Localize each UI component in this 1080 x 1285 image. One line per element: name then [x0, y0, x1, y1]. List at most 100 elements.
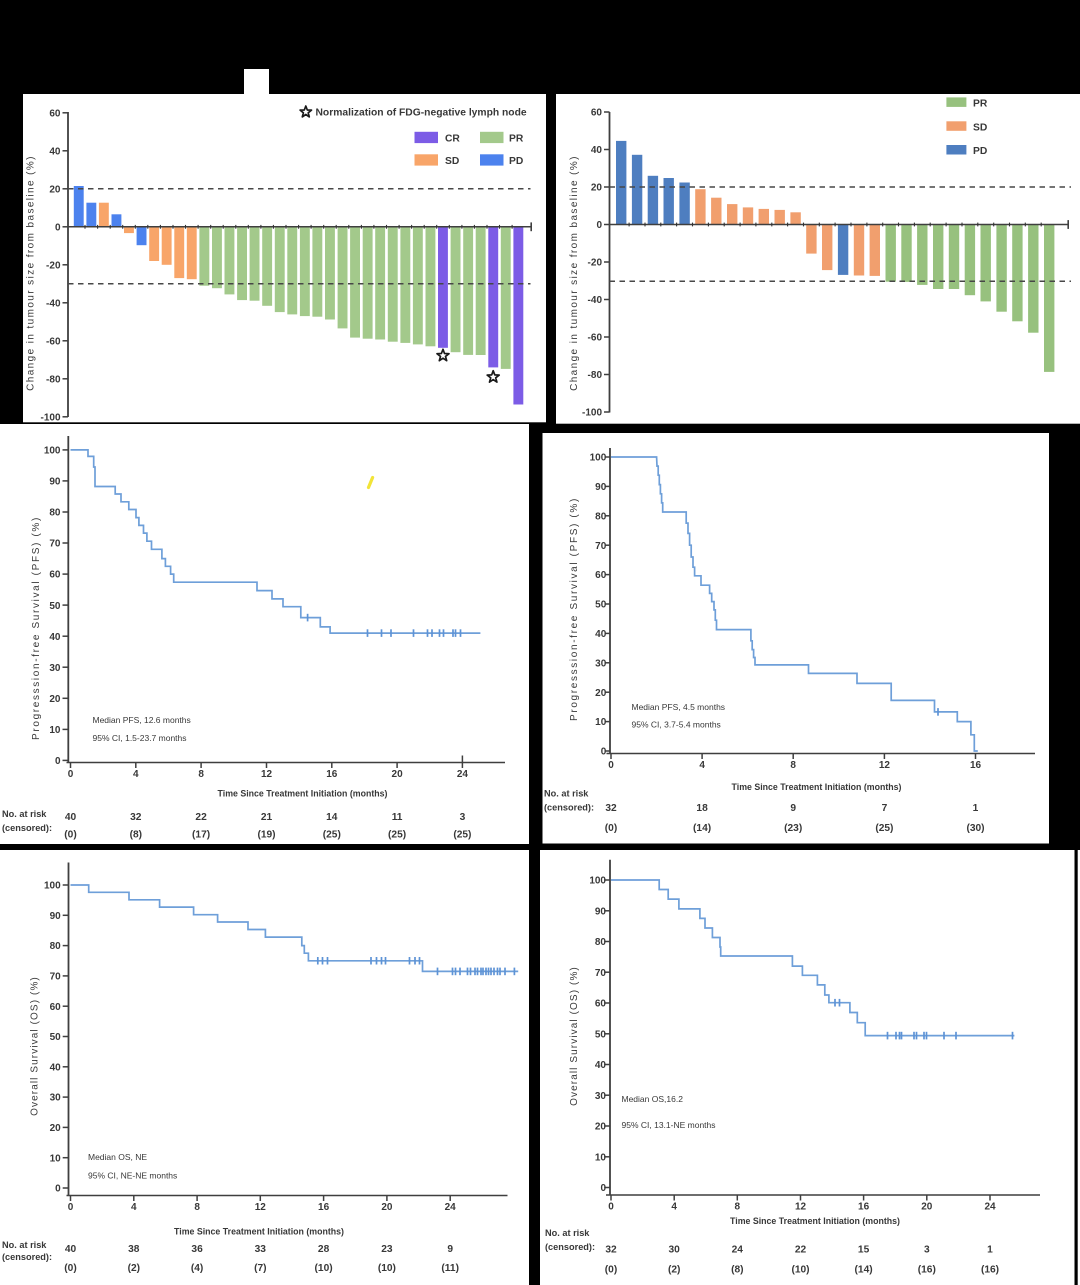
svg-text:23: 23 — [381, 1244, 393, 1255]
svg-text:Time Since Treatment Initiatio: Time Since Treatment Initiation (months) — [218, 789, 388, 799]
svg-text:10: 10 — [595, 1152, 607, 1163]
svg-text:Progresssion-free Survival (PF: Progresssion-free Survival (PFS) (%) — [31, 516, 42, 740]
svg-text:(10): (10) — [378, 1263, 396, 1274]
svg-text:0: 0 — [55, 756, 61, 767]
svg-text:(0): (0) — [605, 823, 617, 834]
svg-text:0: 0 — [55, 222, 61, 233]
svg-text:(10): (10) — [791, 1265, 809, 1276]
svg-text:(4): (4) — [191, 1263, 203, 1274]
svg-text:95% CI, NE-NE months: 95% CI, NE-NE months — [88, 1171, 177, 1181]
svg-text:30: 30 — [595, 658, 607, 669]
svg-text:16: 16 — [970, 760, 982, 771]
svg-text:0: 0 — [608, 1202, 614, 1213]
svg-text:20: 20 — [49, 184, 61, 195]
svg-text:90: 90 — [49, 477, 61, 488]
svg-text:1: 1 — [973, 803, 979, 814]
svg-text:24: 24 — [457, 769, 469, 780]
svg-text:20: 20 — [595, 688, 607, 699]
svg-text:Overall Survival (OS) (%): Overall Survival (OS) (%) — [30, 976, 41, 1116]
svg-text:(7): (7) — [254, 1263, 266, 1274]
svg-text:(25): (25) — [453, 830, 471, 841]
svg-text:32: 32 — [605, 1245, 617, 1256]
svg-text:60: 60 — [591, 108, 603, 119]
svg-text:16: 16 — [318, 1202, 330, 1213]
svg-text:(14): (14) — [855, 1265, 873, 1276]
svg-text:30: 30 — [49, 663, 61, 674]
svg-text:24: 24 — [732, 1245, 744, 1256]
svg-text:22: 22 — [795, 1245, 807, 1256]
svg-text:(23): (23) — [784, 823, 802, 834]
svg-text:4: 4 — [671, 1202, 677, 1213]
svg-text:(16): (16) — [918, 1265, 936, 1276]
svg-text:70: 70 — [50, 972, 62, 983]
svg-text:80: 80 — [595, 937, 607, 948]
svg-text:50: 50 — [49, 601, 61, 612]
svg-text:8: 8 — [735, 1202, 741, 1213]
svg-text:No. at risk: No. at risk — [2, 1240, 47, 1250]
svg-text:9: 9 — [447, 1244, 453, 1255]
svg-text:No. at risk: No. at risk — [2, 809, 47, 819]
svg-text:4: 4 — [133, 769, 139, 780]
svg-text:16: 16 — [858, 1202, 870, 1213]
svg-text:(2): (2) — [128, 1263, 140, 1274]
svg-text:4: 4 — [699, 760, 705, 771]
svg-text:20: 20 — [49, 694, 61, 705]
svg-text:(17): (17) — [192, 830, 210, 841]
svg-text:(8): (8) — [130, 830, 142, 841]
svg-text:PD: PD — [973, 146, 987, 157]
svg-text:-100: -100 — [40, 412, 60, 423]
svg-text:100: 100 — [590, 453, 607, 464]
svg-text:30: 30 — [595, 1091, 607, 1102]
svg-text:SD: SD — [445, 156, 459, 167]
svg-text:8: 8 — [194, 1202, 200, 1213]
svg-text:100: 100 — [589, 876, 606, 887]
svg-text:8: 8 — [790, 760, 796, 771]
svg-text:40: 40 — [595, 629, 607, 640]
svg-text:24: 24 — [445, 1202, 457, 1213]
svg-text:(16): (16) — [981, 1265, 999, 1276]
svg-text:50: 50 — [50, 1032, 62, 1043]
svg-text:24: 24 — [984, 1202, 996, 1213]
svg-text:10: 10 — [50, 1153, 62, 1164]
svg-text:12: 12 — [795, 1202, 807, 1213]
svg-text:3: 3 — [924, 1245, 930, 1256]
svg-text:0: 0 — [68, 769, 74, 780]
svg-text:8: 8 — [198, 769, 204, 780]
svg-text:Median OS, NE: Median OS, NE — [88, 1152, 147, 1162]
svg-text:0: 0 — [600, 1183, 606, 1194]
svg-text:80: 80 — [49, 508, 61, 519]
svg-text:(10): (10) — [315, 1263, 333, 1274]
svg-text:32: 32 — [605, 803, 617, 814]
svg-text:50: 50 — [595, 600, 607, 611]
svg-text:70: 70 — [595, 541, 607, 552]
svg-text:30: 30 — [669, 1245, 681, 1256]
svg-text:40: 40 — [49, 146, 61, 157]
svg-text:16: 16 — [326, 769, 338, 780]
svg-text:32: 32 — [130, 812, 142, 823]
svg-text:-80: -80 — [46, 374, 61, 385]
svg-text:Median PFS, 12.6 months: Median PFS, 12.6 months — [93, 715, 191, 725]
svg-text:20: 20 — [50, 1123, 62, 1134]
svg-text:-80: -80 — [588, 370, 603, 381]
svg-text:20: 20 — [381, 1202, 393, 1213]
svg-text:-60: -60 — [588, 333, 603, 344]
svg-text:Change in tumour size from bas: Change in tumour size from baseline (%) — [569, 155, 580, 391]
svg-text:90: 90 — [595, 906, 607, 917]
svg-text:0: 0 — [55, 1184, 61, 1195]
svg-text:3: 3 — [460, 812, 466, 823]
svg-text:Median PFS, 4.5 months: Median PFS, 4.5 months — [632, 702, 726, 712]
svg-text:20: 20 — [591, 183, 603, 194]
svg-text:Time Since Treatment Initiatio: Time Since Treatment Initiation (months) — [730, 1216, 900, 1226]
svg-text:90: 90 — [595, 482, 607, 493]
svg-text:No. at risk: No. at risk — [544, 789, 589, 799]
svg-text:20: 20 — [921, 1202, 933, 1213]
svg-text:100: 100 — [44, 881, 61, 892]
svg-text:(censored):: (censored): — [545, 1242, 595, 1252]
svg-text:70: 70 — [49, 539, 61, 550]
svg-text:4: 4 — [131, 1202, 137, 1213]
svg-text:20: 20 — [595, 1122, 607, 1133]
svg-text:PR: PR — [509, 133, 524, 144]
svg-text:9: 9 — [790, 803, 796, 814]
svg-text:-40: -40 — [588, 295, 603, 306]
svg-text:-100: -100 — [582, 408, 602, 419]
